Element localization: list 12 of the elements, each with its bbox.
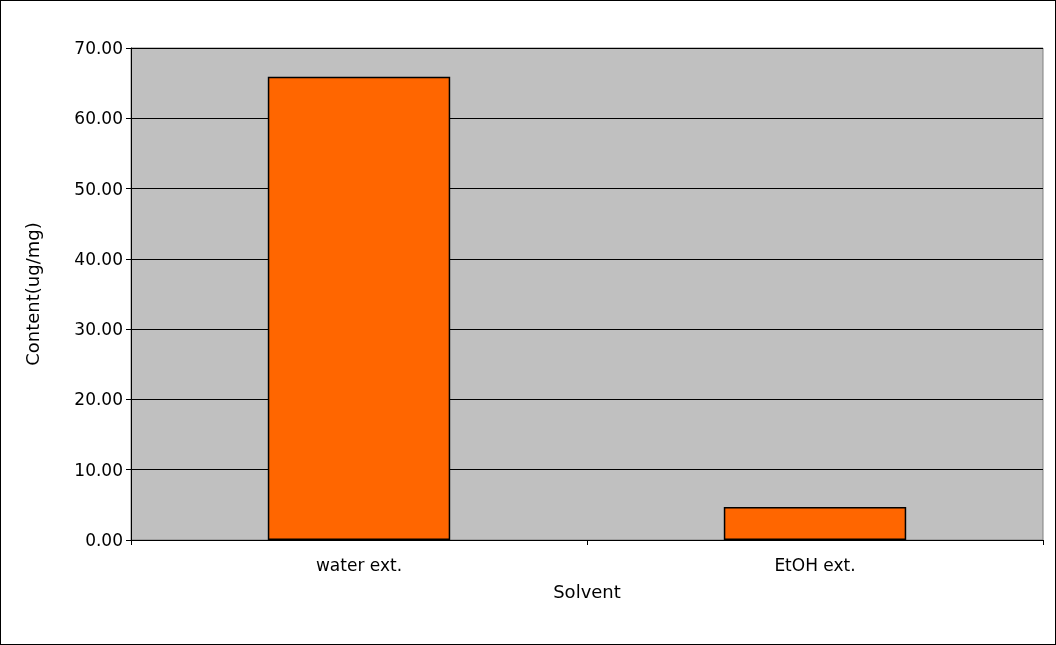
y-tick-label: 70.00 <box>74 38 123 58</box>
y-tick-label: 0.00 <box>85 530 123 550</box>
y-tick-label: 40.00 <box>74 248 123 269</box>
x-tick-label: EtOH ext. <box>774 554 856 575</box>
y-tick-label: 60.00 <box>74 108 123 129</box>
y-tick-label: 10.00 <box>74 459 123 480</box>
y-axis-title: Content(ug/mg) <box>21 222 43 366</box>
y-tick-label: 30.00 <box>74 319 123 340</box>
x-axis-title: Solvent <box>553 580 621 602</box>
y-tick-label: 50.00 <box>74 178 123 199</box>
y-tick-label: 20.00 <box>74 389 123 410</box>
x-tick-label: water ext. <box>315 554 403 575</box>
